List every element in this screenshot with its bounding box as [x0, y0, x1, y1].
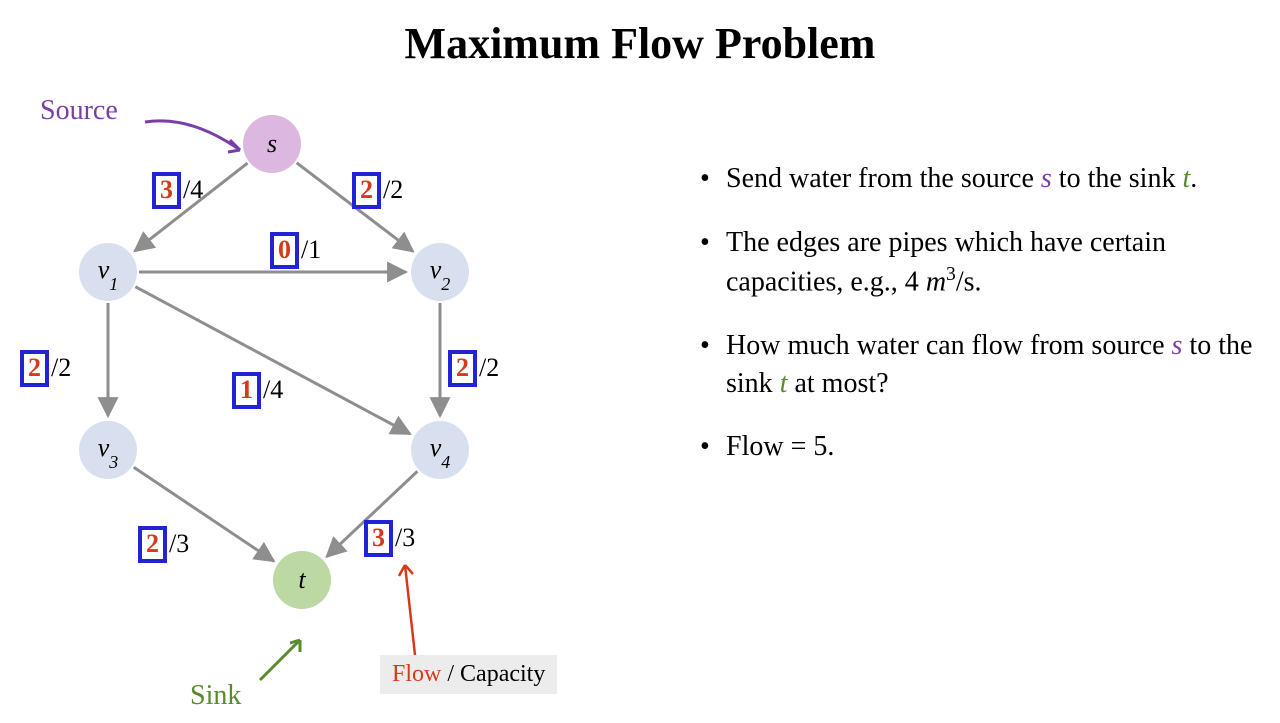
flow-graph: Source Sink Flow / Capacity s v1 v2 v3 v4 t 3/… — [0, 80, 640, 720]
bullet-item: Flow = 5. — [700, 428, 1260, 466]
edge-v1-v4 — [135, 287, 410, 434]
source-arrow-icon — [140, 110, 260, 170]
node-v4: v4 — [411, 421, 469, 479]
edge-label-s-v1: 3/4 — [152, 172, 203, 209]
legend-separator: / — [441, 661, 460, 687]
bullet-list: Send water from the source s to the sink… — [700, 160, 1260, 492]
legend-box: Flow / Capacity — [380, 655, 557, 694]
graph-edges-svg — [0, 80, 640, 720]
edge-label-v3-t: 2/3 — [138, 526, 189, 563]
legend-arrow-icon — [390, 560, 440, 660]
edge-label-v1-v2: 0/1 — [270, 232, 321, 269]
legend-capacity-label: Capacity — [460, 661, 545, 687]
edge-label-v1-v4: 1/4 — [232, 372, 283, 409]
node-v1: v1 — [79, 243, 137, 301]
bullet-item: How much water can flow from source s to… — [700, 327, 1260, 403]
sink-arrow-icon — [250, 635, 320, 690]
page-title: Maximum Flow Problem — [0, 18, 1280, 69]
legend-flow-label: Flow — [392, 661, 441, 687]
node-s: s — [243, 115, 301, 173]
node-v2: v2 — [411, 243, 469, 301]
bullet-item: The edges are pipes which have certain c… — [700, 224, 1260, 301]
edge-label-v2-v4: 2/2 — [448, 350, 499, 387]
node-t: t — [273, 551, 331, 609]
node-v3: v3 — [79, 421, 137, 479]
sink-annotation: Sink — [190, 680, 241, 712]
edge-label-s-v2: 2/2 — [352, 172, 403, 209]
source-annotation: Source — [40, 95, 118, 127]
edge-label-v1-v3: 2/2 — [20, 350, 71, 387]
bullet-item: Send water from the source s to the sink… — [700, 160, 1260, 198]
edge-label-v4-t: 3/3 — [364, 520, 415, 557]
